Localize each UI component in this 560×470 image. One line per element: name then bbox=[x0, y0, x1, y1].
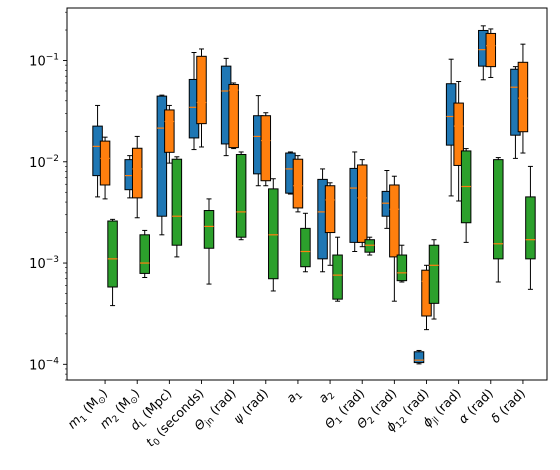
box-body bbox=[196, 55, 207, 125]
box-3-cat-12 bbox=[460, 148, 472, 243]
box-body bbox=[332, 254, 343, 300]
box-body bbox=[364, 239, 375, 253]
box-body bbox=[107, 220, 118, 288]
box-body bbox=[99, 140, 111, 186]
y-tick-label: 10−2 bbox=[29, 154, 59, 171]
box-body bbox=[203, 210, 215, 249]
box-body bbox=[525, 196, 536, 260]
box-body bbox=[164, 109, 175, 153]
plot-area bbox=[92, 25, 536, 365]
box-2-cat-1 bbox=[99, 136, 111, 200]
box-1-cat-11 bbox=[413, 349, 425, 365]
box-body bbox=[235, 153, 247, 238]
box-2-cat-13 bbox=[485, 28, 497, 78]
box-body bbox=[228, 83, 239, 149]
box-body bbox=[428, 244, 440, 304]
box-3-cat-1 bbox=[107, 218, 118, 307]
axes-frame bbox=[66, 7, 548, 381]
box-body bbox=[389, 184, 400, 258]
box-body bbox=[493, 159, 504, 260]
box-3-cat-10 bbox=[396, 244, 408, 283]
y-tick-label: 10−3 bbox=[29, 255, 59, 272]
box-body bbox=[268, 188, 279, 280]
x-tick-label: δ (rad) bbox=[488, 386, 528, 426]
box-3-cat-14 bbox=[525, 165, 536, 290]
box-body bbox=[260, 115, 272, 182]
box-body bbox=[139, 234, 150, 274]
axes: 10−410−310−210−1m1 (M⊙)m2 (M⊙)dL (Mpc)t0… bbox=[29, 7, 548, 449]
box-1-cat-3 bbox=[156, 94, 168, 236]
box-2-cat-6 bbox=[260, 112, 272, 187]
box-body bbox=[292, 158, 304, 209]
y-tick-label: 10−1 bbox=[29, 53, 59, 70]
x-tick-label: α (rad) bbox=[455, 386, 496, 427]
box-body bbox=[453, 102, 464, 166]
box-body bbox=[485, 32, 497, 68]
box-2-cat-2 bbox=[131, 135, 143, 219]
box-3-cat-13 bbox=[493, 157, 504, 283]
box-3-cat-2 bbox=[139, 229, 150, 278]
box-3-cat-4 bbox=[203, 198, 215, 285]
box-2-cat-8 bbox=[324, 182, 336, 266]
box-3-cat-8 bbox=[332, 236, 343, 302]
box-body bbox=[396, 254, 408, 282]
box-2-cat-4 bbox=[196, 48, 207, 148]
x-tick-label: a1 bbox=[283, 386, 305, 408]
box-3-cat-9 bbox=[364, 236, 375, 256]
box-2-cat-3 bbox=[164, 104, 175, 164]
box-2-cat-5 bbox=[228, 82, 239, 150]
box-body bbox=[300, 227, 311, 268]
x-tick-label: a2 bbox=[315, 386, 337, 408]
box-3-cat-7 bbox=[300, 212, 311, 273]
box-3-cat-3 bbox=[171, 156, 183, 258]
box-2-cat-10 bbox=[389, 175, 400, 302]
box-2-cat-12 bbox=[453, 81, 464, 202]
box-body bbox=[131, 147, 143, 199]
box-body bbox=[413, 351, 425, 364]
box-body bbox=[171, 158, 183, 246]
box-2-cat-7 bbox=[292, 155, 304, 213]
box-body bbox=[156, 95, 168, 217]
box-3-cat-6 bbox=[268, 178, 279, 292]
box-body bbox=[356, 164, 368, 243]
y-tick-label: 10−4 bbox=[29, 356, 59, 373]
box-body bbox=[324, 185, 336, 234]
box-2-cat-14 bbox=[517, 43, 529, 154]
x-tick-label: ψ (rad) bbox=[230, 386, 271, 427]
box-3-cat-5 bbox=[235, 151, 247, 241]
box-3-cat-11 bbox=[428, 239, 440, 320]
box-body bbox=[517, 61, 529, 133]
box-2-cat-9 bbox=[356, 159, 368, 248]
